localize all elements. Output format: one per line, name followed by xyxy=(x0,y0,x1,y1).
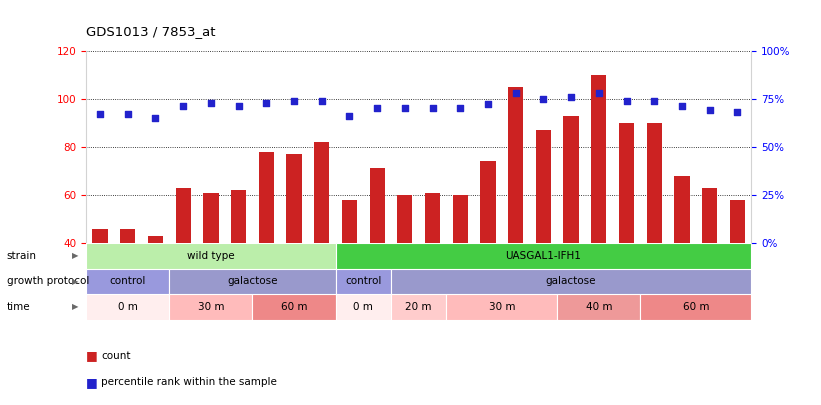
Bar xyxy=(120,228,135,243)
Bar xyxy=(204,192,218,243)
Point xyxy=(287,97,300,104)
Bar xyxy=(336,294,391,320)
Text: strain: strain xyxy=(7,251,37,261)
Bar xyxy=(480,161,496,243)
Bar xyxy=(730,200,745,243)
Bar xyxy=(425,192,440,243)
Point xyxy=(703,107,716,113)
Point xyxy=(204,99,218,106)
Text: 20 m: 20 m xyxy=(406,302,432,312)
Point xyxy=(177,103,190,110)
Bar xyxy=(86,269,169,294)
Bar xyxy=(640,294,751,320)
Bar xyxy=(169,294,253,320)
Text: galactose: galactose xyxy=(546,276,596,286)
Point xyxy=(676,103,689,110)
Bar xyxy=(508,87,523,243)
Bar xyxy=(452,195,468,243)
Text: ▶: ▶ xyxy=(71,302,78,311)
Text: 0 m: 0 m xyxy=(118,302,138,312)
Bar xyxy=(176,188,190,243)
Text: growth protocol: growth protocol xyxy=(7,276,89,286)
Text: 60 m: 60 m xyxy=(682,302,709,312)
Bar xyxy=(86,243,336,269)
Point xyxy=(398,105,411,111)
Bar xyxy=(86,294,169,320)
Text: count: count xyxy=(101,351,131,361)
Text: galactose: galactose xyxy=(227,276,277,286)
Bar xyxy=(647,123,662,243)
Text: 40 m: 40 m xyxy=(585,302,612,312)
Point xyxy=(426,105,439,111)
Bar xyxy=(342,200,357,243)
Point xyxy=(94,111,107,117)
Bar xyxy=(314,142,329,243)
Point xyxy=(592,90,605,96)
Text: 0 m: 0 m xyxy=(353,302,374,312)
Point xyxy=(370,105,383,111)
Bar xyxy=(591,75,607,243)
Point xyxy=(620,97,633,104)
Bar xyxy=(557,294,640,320)
Point xyxy=(648,97,661,104)
Text: ▶: ▶ xyxy=(71,251,78,260)
Text: ▶: ▶ xyxy=(71,277,78,286)
Text: time: time xyxy=(7,302,30,312)
Bar xyxy=(391,269,751,294)
Text: 60 m: 60 m xyxy=(281,302,307,312)
Bar xyxy=(148,236,163,243)
Point xyxy=(122,111,135,117)
Bar xyxy=(259,151,274,243)
Point xyxy=(537,96,550,102)
Text: 30 m: 30 m xyxy=(198,302,224,312)
Bar xyxy=(702,188,718,243)
Bar xyxy=(447,294,557,320)
Bar xyxy=(336,269,391,294)
Point xyxy=(731,109,744,115)
Bar xyxy=(93,228,108,243)
Bar xyxy=(336,243,751,269)
Point xyxy=(232,103,245,110)
Bar xyxy=(287,154,301,243)
Bar xyxy=(563,115,579,243)
Point xyxy=(343,113,356,119)
Text: percentile rank within the sample: percentile rank within the sample xyxy=(101,377,277,387)
Text: GDS1013 / 7853_at: GDS1013 / 7853_at xyxy=(86,26,216,38)
Point xyxy=(481,101,494,108)
Text: wild type: wild type xyxy=(187,251,235,261)
Bar xyxy=(391,294,447,320)
Point xyxy=(315,97,328,104)
Bar xyxy=(397,195,412,243)
Text: ■: ■ xyxy=(86,350,98,362)
Point xyxy=(565,94,578,100)
Bar xyxy=(674,176,690,243)
Bar xyxy=(619,123,634,243)
Point xyxy=(149,115,162,121)
Point xyxy=(454,105,467,111)
Text: 30 m: 30 m xyxy=(488,302,515,312)
Bar xyxy=(253,294,336,320)
Text: ■: ■ xyxy=(86,376,98,389)
Bar xyxy=(369,168,385,243)
Text: control: control xyxy=(345,276,382,286)
Text: control: control xyxy=(109,276,146,286)
Point xyxy=(259,99,273,106)
Bar xyxy=(536,130,551,243)
Point xyxy=(509,90,522,96)
Text: UASGAL1-IFH1: UASGAL1-IFH1 xyxy=(506,251,581,261)
Bar xyxy=(169,269,336,294)
Bar xyxy=(231,190,246,243)
